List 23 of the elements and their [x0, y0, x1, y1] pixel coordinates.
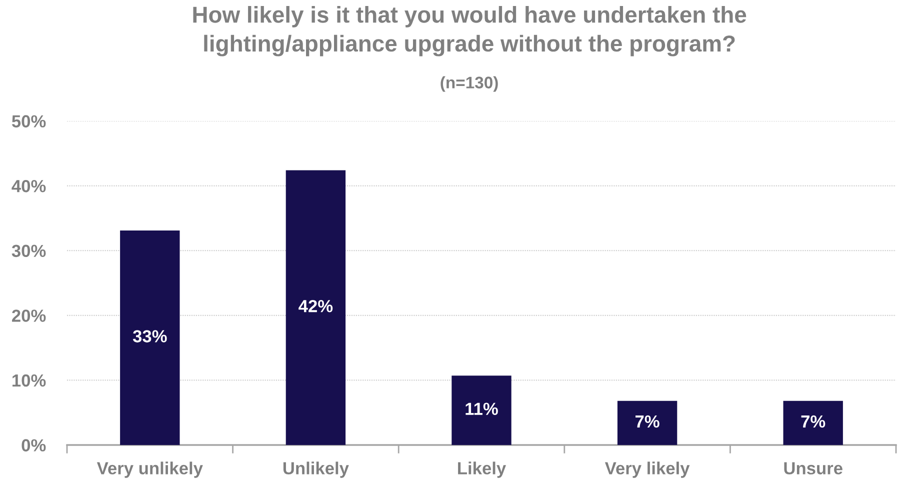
bar: [452, 376, 512, 445]
x-tick-label: Unlikely: [283, 462, 349, 478]
y-tick-label: 40%: [12, 180, 46, 192]
y-tick-label: 30%: [12, 244, 46, 258]
x-tick-label: Unsure: [784, 462, 842, 474]
x-tick-label: Likely: [458, 462, 506, 478]
data-label: 33%: [132, 330, 167, 342]
chart-title: How likely is it that you would have undertaken the lighting/appliance upgrade without the program?: [193, 6, 746, 56]
y-tick-label: 10%: [12, 374, 46, 387]
bar: [783, 400, 843, 445]
x-tick-label: Very likely: [604, 462, 690, 478]
y-tick-label: 0%: [22, 439, 46, 452]
data-label: 7%: [636, 415, 660, 428]
data-label: 7%: [801, 415, 826, 428]
bar: [120, 230, 180, 445]
x-tick-label: Very unlikely: [96, 462, 203, 478]
y-tick-label: 20%: [12, 310, 46, 322]
bar: [286, 170, 346, 445]
chart-subtitle: (n=130): [440, 76, 498, 92]
data-label: 11%: [466, 402, 498, 415]
bar: [617, 400, 678, 445]
y-tick-label: 50%: [12, 115, 46, 128]
data-label: 42%: [298, 300, 333, 312]
